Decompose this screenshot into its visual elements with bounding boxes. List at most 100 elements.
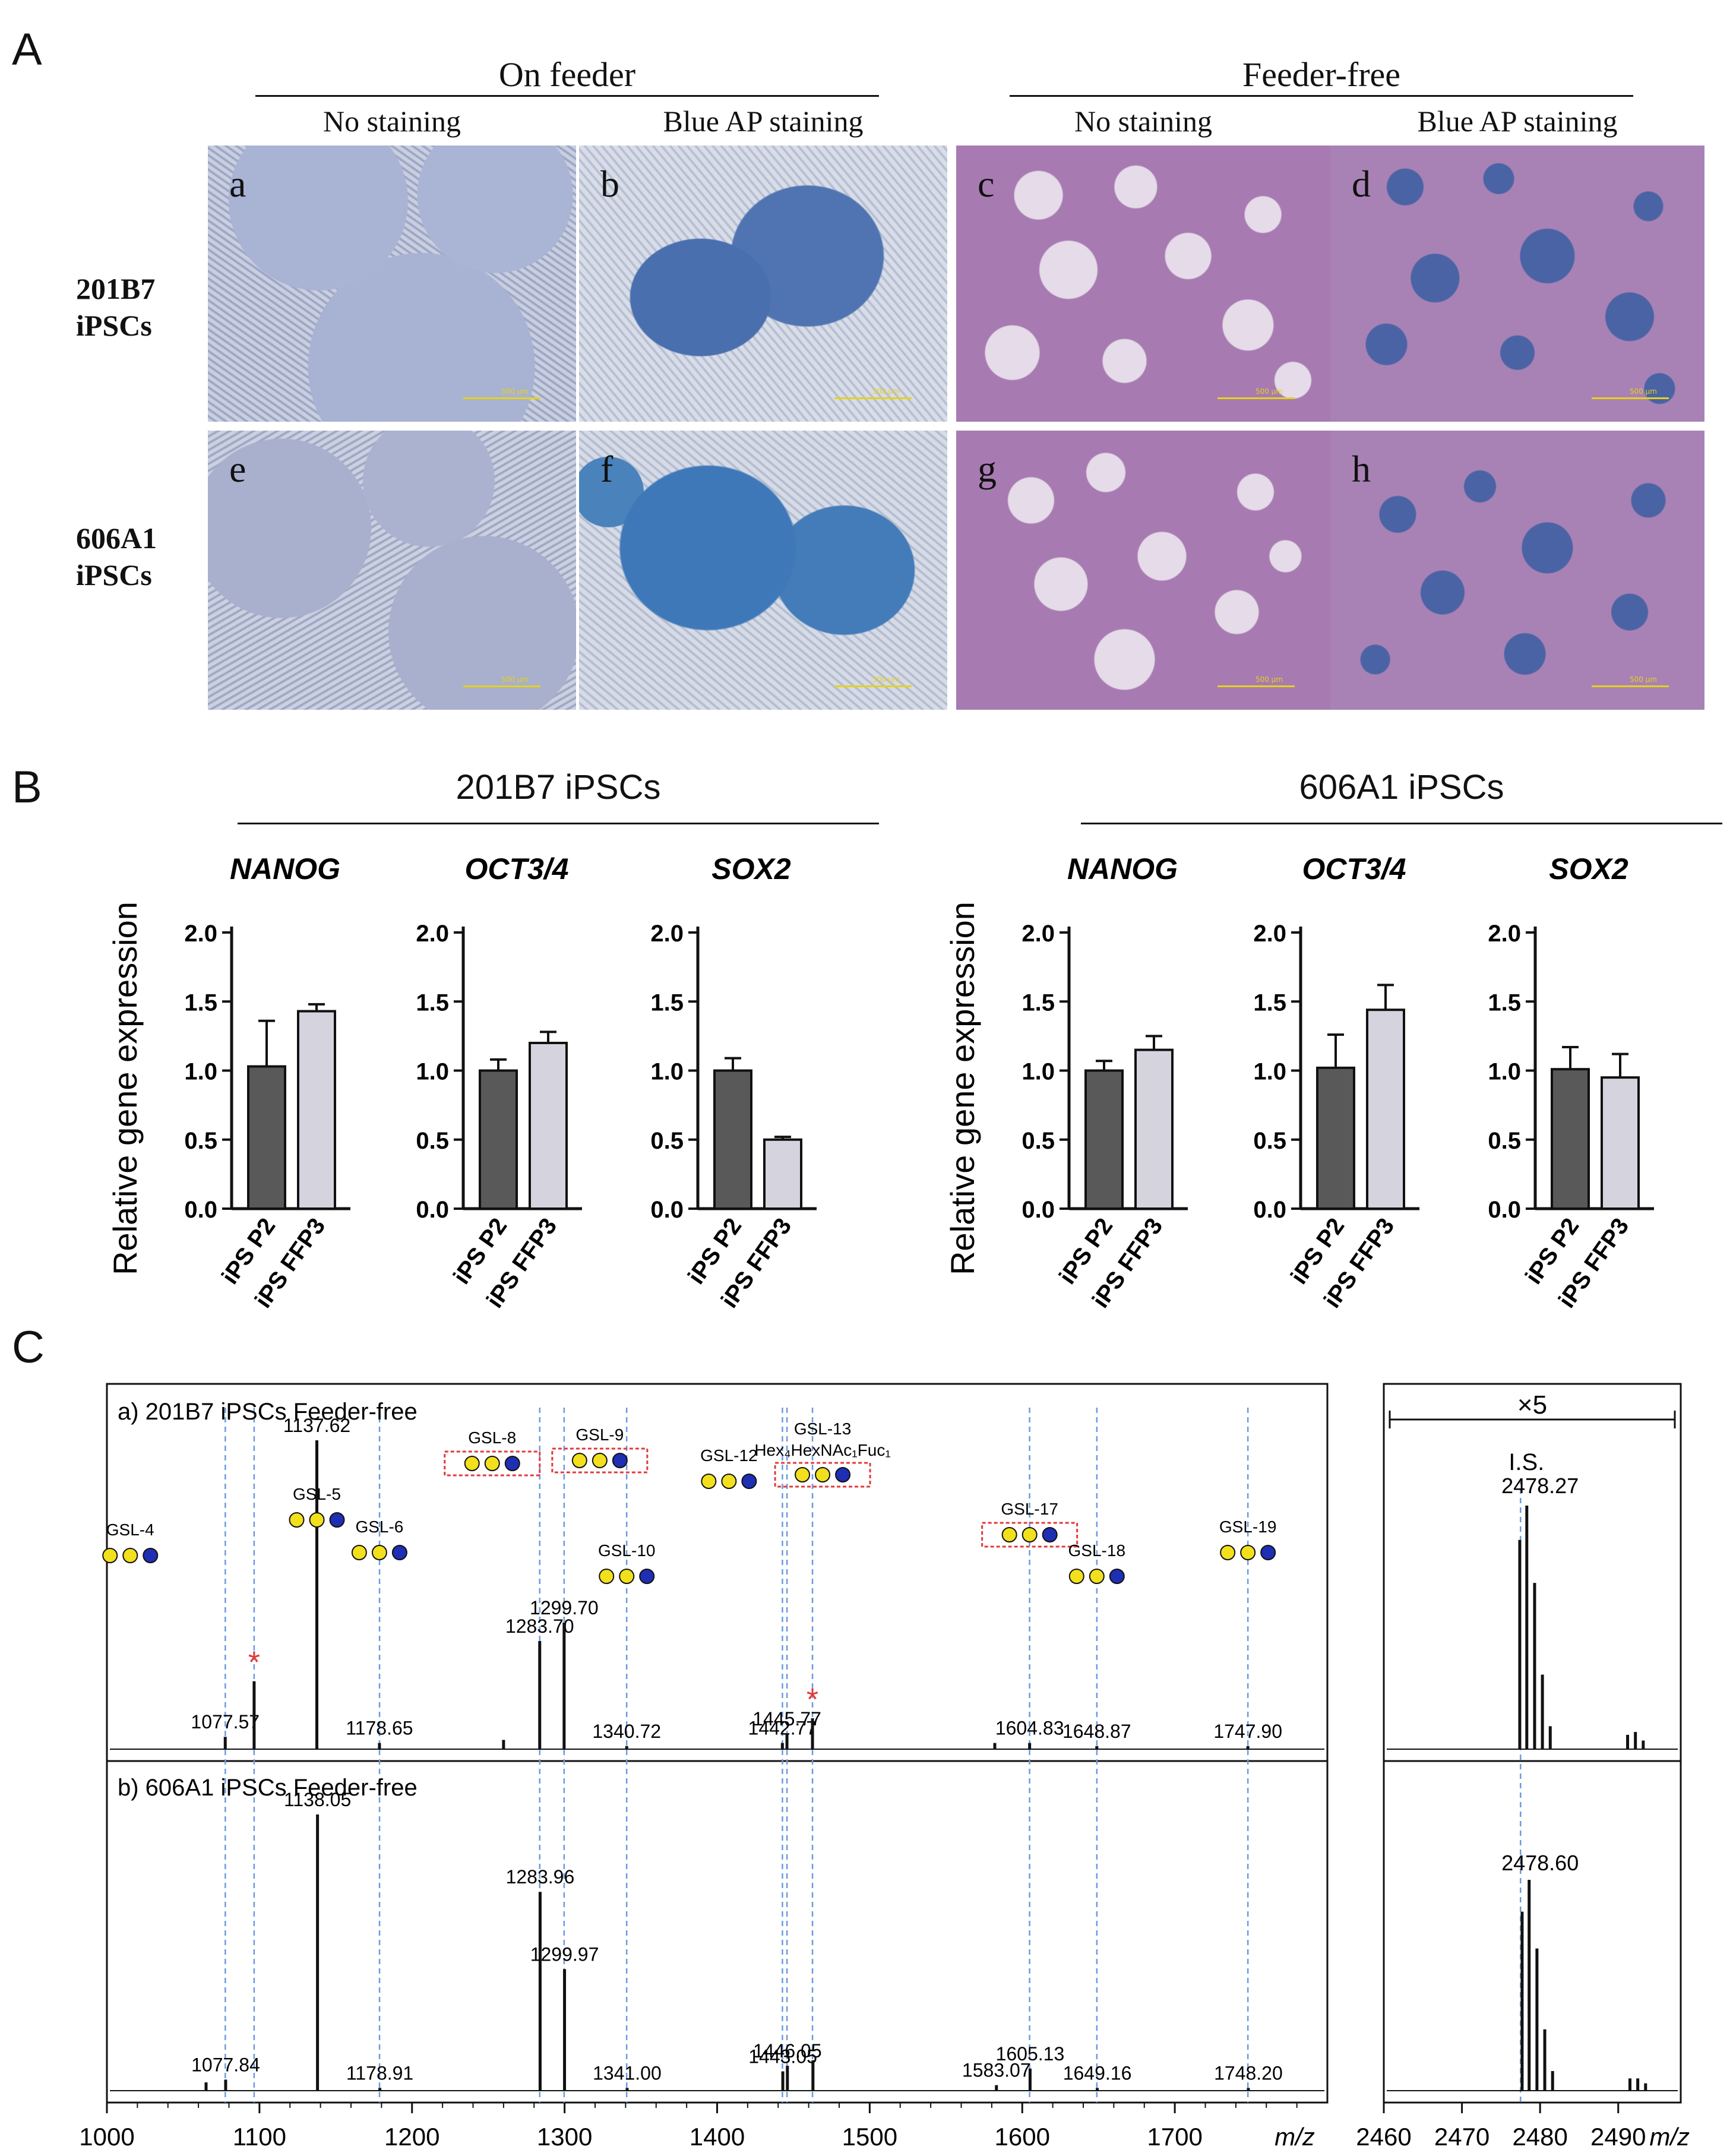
bar [1601,1076,1640,1210]
glycan-residue-icon [1089,1569,1105,1584]
glycan-highlight-box [774,1462,871,1488]
group-rule-feeder-free [1010,95,1633,97]
x-tick-label: 1200 [384,2123,439,2151]
glycan-name: GSL-9 [575,1425,624,1444]
panel-b-letter: B [12,762,42,813]
glycan-residue-icon [371,1545,387,1560]
peak-label: 1648.87 [1062,1721,1131,1742]
glycan-highlight-box [551,1447,649,1474]
y-axis-label: Relative gene expression [944,902,981,1275]
glycan-name: GSL-6 [355,1518,403,1536]
group-header-606a1: 606A1 iPSCs [1299,768,1504,807]
y-tick-label: 2.0 [1488,921,1521,947]
peak-label: 1747.90 [1213,1721,1282,1742]
glycan-residue-icon [592,1453,608,1468]
scale-bar-text: 500 µm [1629,675,1657,684]
glycan-residue-icon [1068,1569,1084,1584]
tile-letter-f: f [600,448,613,490]
row-label-606a1-line2: iPSCs [76,558,152,592]
bar [1366,1009,1405,1210]
x-tick-label: 1500 [842,2123,897,2151]
x-axis-label: m/z [1649,2123,1690,2151]
peak-label: 1283.96 [506,1866,575,1888]
peak-label: 1137.62 [283,1415,350,1436]
glycan-name: GSL-5 [293,1485,341,1503]
bar [247,1065,286,1210]
spectrum-title: b) 606A1 iPSCs Feeder-free [118,1775,418,1801]
peak-label: 1299.97 [530,1943,599,1965]
row-label-201b7: 201B7 iPSCs [76,270,155,344]
peak-label: 1748.20 [1214,2062,1283,2084]
condition-label-2: Blue AP staining [663,105,864,138]
peak-label: 1446.05 [753,2040,822,2062]
group-rule-on-feeder [255,95,879,97]
glycan-residue-icon [815,1467,831,1482]
y-tick-label: 1.5 [650,990,684,1016]
inset-frame [1383,1383,1682,2104]
x-tick-label: 2480 [1512,2123,1567,2151]
group-rule-201b7 [238,823,879,824]
glycan-residue-icon [795,1467,811,1482]
peak-label: 1445.77 [752,1708,821,1730]
y-tick-label: 2.0 [650,921,684,947]
glycan-residue-icon [835,1467,851,1482]
scale-bar [1217,685,1295,687]
scale-bar [463,397,540,399]
glycan-residue-icon [701,1474,717,1489]
internal-standard-label: I.S. [1509,1449,1544,1475]
x-tick-label: 2470 [1434,2123,1490,2151]
group-rule-606a1 [1081,823,1722,824]
bar [1134,1048,1174,1210]
condition-label-3: No staining [1074,105,1212,138]
tile-letter-d: d [1352,163,1371,205]
glycan-residue-icon [599,1569,615,1584]
peak-label: 1138.05 [284,1789,351,1810]
peak-label: 1299.70 [530,1597,599,1618]
micrograph-g: g 500 µm [956,431,1330,710]
glycan-residue-icon [1109,1569,1125,1584]
y-axis-label: Relative gene expression [106,902,144,1275]
panel-a-letter: A [12,24,42,75]
glycan-residue-icon [102,1548,118,1563]
micrograph-f: f 500 µm [579,431,947,710]
x-tick-label: 1700 [1147,2123,1202,2151]
micrograph-d: d 500 µm [1330,146,1704,422]
gene-title: OCT3/4 [464,852,568,886]
bar [297,1010,336,1210]
y-tick-label: 0.0 [1253,1197,1286,1223]
y-tick-label: 2.0 [416,921,449,947]
micrograph-c: c 500 µm [956,146,1330,422]
star-marker: * [807,1683,818,1717]
glycan-residue-icon [619,1569,635,1584]
glycan-highlight-box [981,1522,1079,1548]
micrograph-a: a 500 µm [208,146,576,422]
group-header-feeder-free: Feeder-free [1242,55,1401,94]
y-tick-label: 0.5 [416,1128,449,1154]
bar [1551,1068,1590,1210]
y-tick-label: 1.5 [1488,990,1521,1016]
gene-title: SOX2 [1549,852,1628,886]
glycan-residue-icon [1001,1527,1017,1542]
glycan-residue-icon [504,1456,520,1471]
glycan-residue-icon [391,1545,407,1560]
y-tick-label: 1.0 [1022,1059,1055,1085]
peak-label: 1340.72 [592,1721,661,1742]
peak-label: 1583.07 [962,2060,1031,2081]
x-tick-label: 1100 [233,2123,286,2151]
glycan-residue-icon [329,1512,345,1528]
peak-label: 1077.84 [191,2054,260,2075]
micrograph-h: h 500 µm [1330,431,1704,710]
scale-bar-text: 500 µm [1629,387,1657,396]
x-tick-label: 1000 [79,2123,134,2151]
glycan-residue-icon [721,1474,737,1489]
bar [713,1069,752,1210]
glycan-name: GSL-18 [1068,1541,1126,1560]
peak-label: 1178.91 [346,2062,413,2084]
tile-letter-a: a [229,163,246,205]
y-tick-label: 1.0 [184,1059,217,1085]
glycan-residue-icon [464,1456,480,1471]
peak-label: 1341.00 [593,2062,662,2084]
gene-title: OCT3/4 [1302,852,1406,886]
scale-bar [834,685,912,687]
micrograph-b: b 500 µm [579,146,947,422]
